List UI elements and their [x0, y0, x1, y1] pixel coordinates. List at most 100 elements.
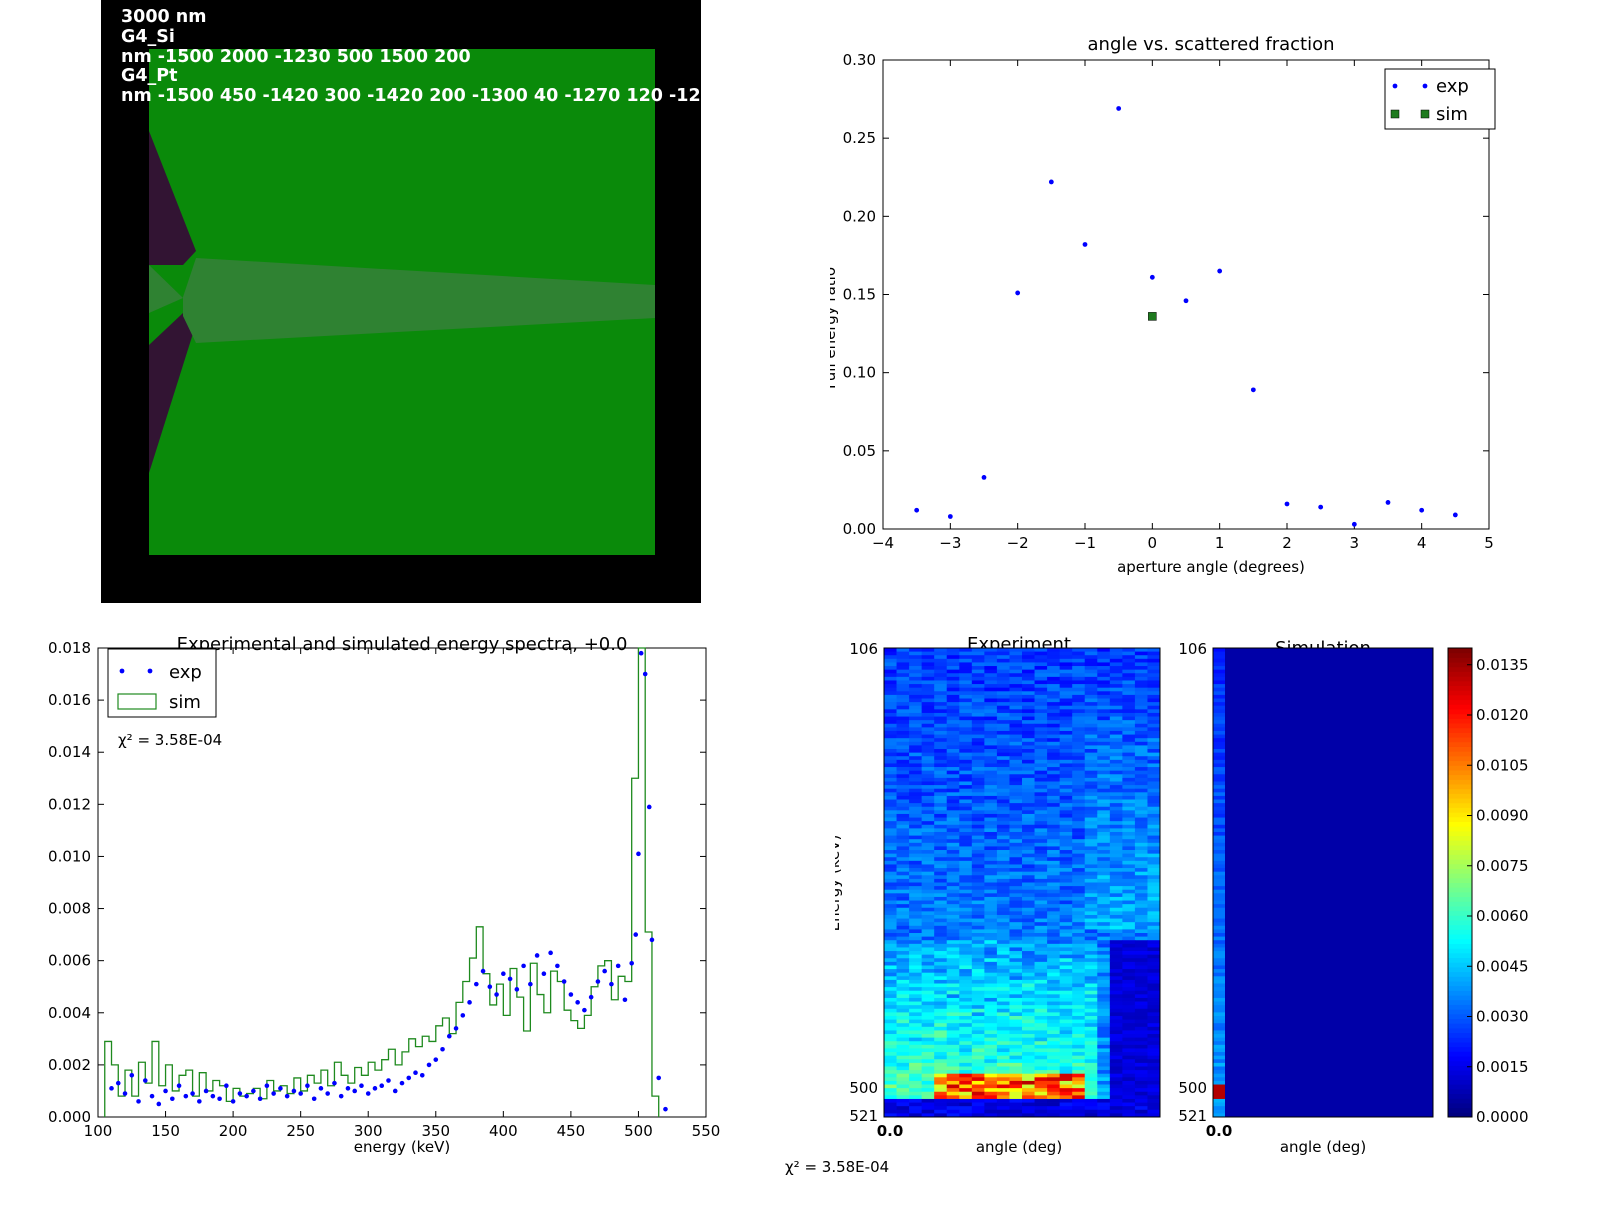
experiment-heatmap-cell — [1072, 868, 1086, 873]
experiment-heatmap-cell — [946, 1008, 960, 1013]
experiment-heatmap-cell — [1084, 680, 1098, 685]
legend-sim-label: sim — [1436, 104, 1468, 125]
experiment-heatmap-cell — [1009, 983, 1023, 988]
experiment-heatmap-cell — [934, 875, 948, 880]
experiment-heatmap-cell — [946, 752, 960, 757]
experiment-heatmap-cell — [884, 925, 897, 930]
experiment-heatmap-cell — [1122, 878, 1136, 883]
experiment-heatmap-cell — [1022, 896, 1035, 901]
simulation-heatmap-cell — [1213, 1008, 1225, 1013]
experiment-heatmap-cell — [1072, 730, 1086, 735]
experiment-heatmap-cell — [984, 1077, 998, 1082]
simulation-heatmap-cell — [1213, 958, 1225, 963]
experiment-heatmap-cell — [946, 997, 960, 1002]
experiment-heatmap-cell — [1072, 958, 1086, 963]
experiment-heatmap-cell — [1084, 1044, 1098, 1049]
experiment-heatmap-cell — [1109, 1084, 1123, 1089]
experiment-heatmap-cell — [1122, 1106, 1136, 1111]
experiment-heatmap-cell — [884, 687, 897, 692]
experiment-heatmap-cell — [1047, 929, 1061, 934]
experiment-heatmap-cell — [1109, 785, 1123, 790]
experiment-heatmap-cell — [909, 1037, 923, 1042]
experiment-heatmap-cell — [896, 961, 910, 966]
experiment-heatmap-cell — [996, 752, 1010, 757]
experiment-heatmap-cell — [1022, 767, 1035, 772]
experiment-heatmap-cell — [1134, 904, 1148, 909]
experiment-heatmap-cell — [1047, 936, 1061, 941]
experiment-heatmap-cell — [1047, 1059, 1061, 1064]
experiment-heatmap-cell — [1009, 951, 1023, 956]
experiment-heatmap-cell — [1009, 1048, 1023, 1053]
experiment-heatmap-cell — [959, 904, 973, 909]
experiment-heatmap-cell — [1097, 828, 1111, 833]
experiment-heatmap-cell — [946, 969, 960, 974]
experiment-heatmap-cell — [1097, 983, 1111, 988]
experiment-heatmap-cell — [1147, 904, 1161, 909]
experiment-heatmap-cell — [1097, 770, 1111, 775]
experiment-heatmap-cell — [1134, 723, 1148, 728]
experiment-heatmap-cell — [996, 922, 1010, 927]
experiment-heatmap-cell — [1122, 1080, 1136, 1085]
simulation-heatmap-cell — [1213, 1041, 1225, 1046]
experiment-heatmap-cell — [1047, 900, 1061, 905]
experiment-heatmap-cell — [934, 817, 948, 822]
experiment-heatmap-cell — [1097, 929, 1111, 934]
experiment-heatmap-cell — [1084, 1041, 1098, 1046]
exp-point — [278, 1086, 283, 1091]
experiment-heatmap-cell — [959, 961, 973, 966]
experiment-heatmap-cell — [946, 792, 960, 797]
experiment-heatmap-cell — [1084, 1023, 1098, 1028]
experiment-heatmap-cell — [884, 951, 897, 956]
scatter-xlabel: aperture angle (degrees) — [1117, 558, 1305, 576]
experiment-heatmap-cell — [934, 738, 948, 743]
experiment-heatmap-cell — [1009, 1008, 1023, 1013]
experiment-heatmap-cell — [971, 1066, 985, 1071]
experiment-heatmap-cell — [1084, 896, 1098, 901]
experiment-heatmap-cell — [1034, 1080, 1048, 1085]
experiment-heatmap-cell — [1009, 961, 1023, 966]
experiment-heatmap-cell — [946, 738, 960, 743]
experiment-heatmap-cell — [1097, 824, 1111, 829]
experiment-heatmap-cell — [1034, 810, 1048, 815]
experiment-heatmap-cell — [884, 777, 897, 782]
experiment-heatmap-cell — [996, 918, 1010, 923]
simulation-heatmap-cell — [1213, 918, 1225, 923]
experiment-heatmap-cell — [1047, 1037, 1061, 1042]
experiment-heatmap-cell — [1047, 1084, 1061, 1089]
experiment-heatmap-cell — [1022, 889, 1035, 894]
experiment-heatmap-cell — [909, 943, 923, 948]
experiment-heatmap-cell — [946, 680, 960, 685]
experiment-heatmap-cell — [1022, 658, 1035, 663]
experiment-heatmap-cell — [1072, 1044, 1086, 1049]
experiment-heatmap-cell — [1047, 839, 1061, 844]
experiment-heatmap-cell — [1147, 933, 1161, 938]
experiment-heatmap-cell — [971, 1055, 985, 1060]
experiment-heatmap-cell — [921, 723, 935, 728]
experiment-heatmap-cell — [1022, 774, 1035, 779]
experiment-heatmap-cell — [1072, 1005, 1086, 1010]
experiment-heatmap-cell — [921, 907, 935, 912]
experiment-heatmap-cell — [1047, 914, 1061, 919]
experiment-heatmap-cell — [1047, 803, 1061, 808]
experiment-heatmap-cell — [959, 860, 973, 865]
experiment-heatmap-cell — [1009, 767, 1023, 772]
experiment-heatmap-cell — [959, 1048, 973, 1053]
experiment-heatmap-cell — [1122, 723, 1136, 728]
experiment-heatmap-cell — [971, 673, 985, 678]
experiment-heatmap-cell — [996, 658, 1010, 663]
scatter-ytick-label: 0.30 — [843, 51, 876, 69]
legend-exp-label: exp — [1436, 76, 1469, 97]
experiment-heatmap-cell — [959, 990, 973, 995]
experiment-heatmap-cell — [996, 1080, 1010, 1085]
experiment-heatmap-cell — [1047, 850, 1061, 855]
simulation-heatmap-cell — [1213, 655, 1225, 660]
experiment-heatmap-cell — [959, 936, 973, 941]
experiment-heatmap-cell — [1084, 698, 1098, 703]
experiment-heatmap-cell — [971, 961, 985, 966]
experiment-heatmap-cell — [934, 1098, 948, 1103]
experiment-heatmap-cell — [921, 788, 935, 793]
experiment-heatmap-cell — [896, 889, 910, 894]
experiment-heatmap-cell — [1022, 687, 1035, 692]
experiment-heatmap-cell — [959, 1066, 973, 1071]
experiment-heatmap-cell — [1122, 803, 1136, 808]
